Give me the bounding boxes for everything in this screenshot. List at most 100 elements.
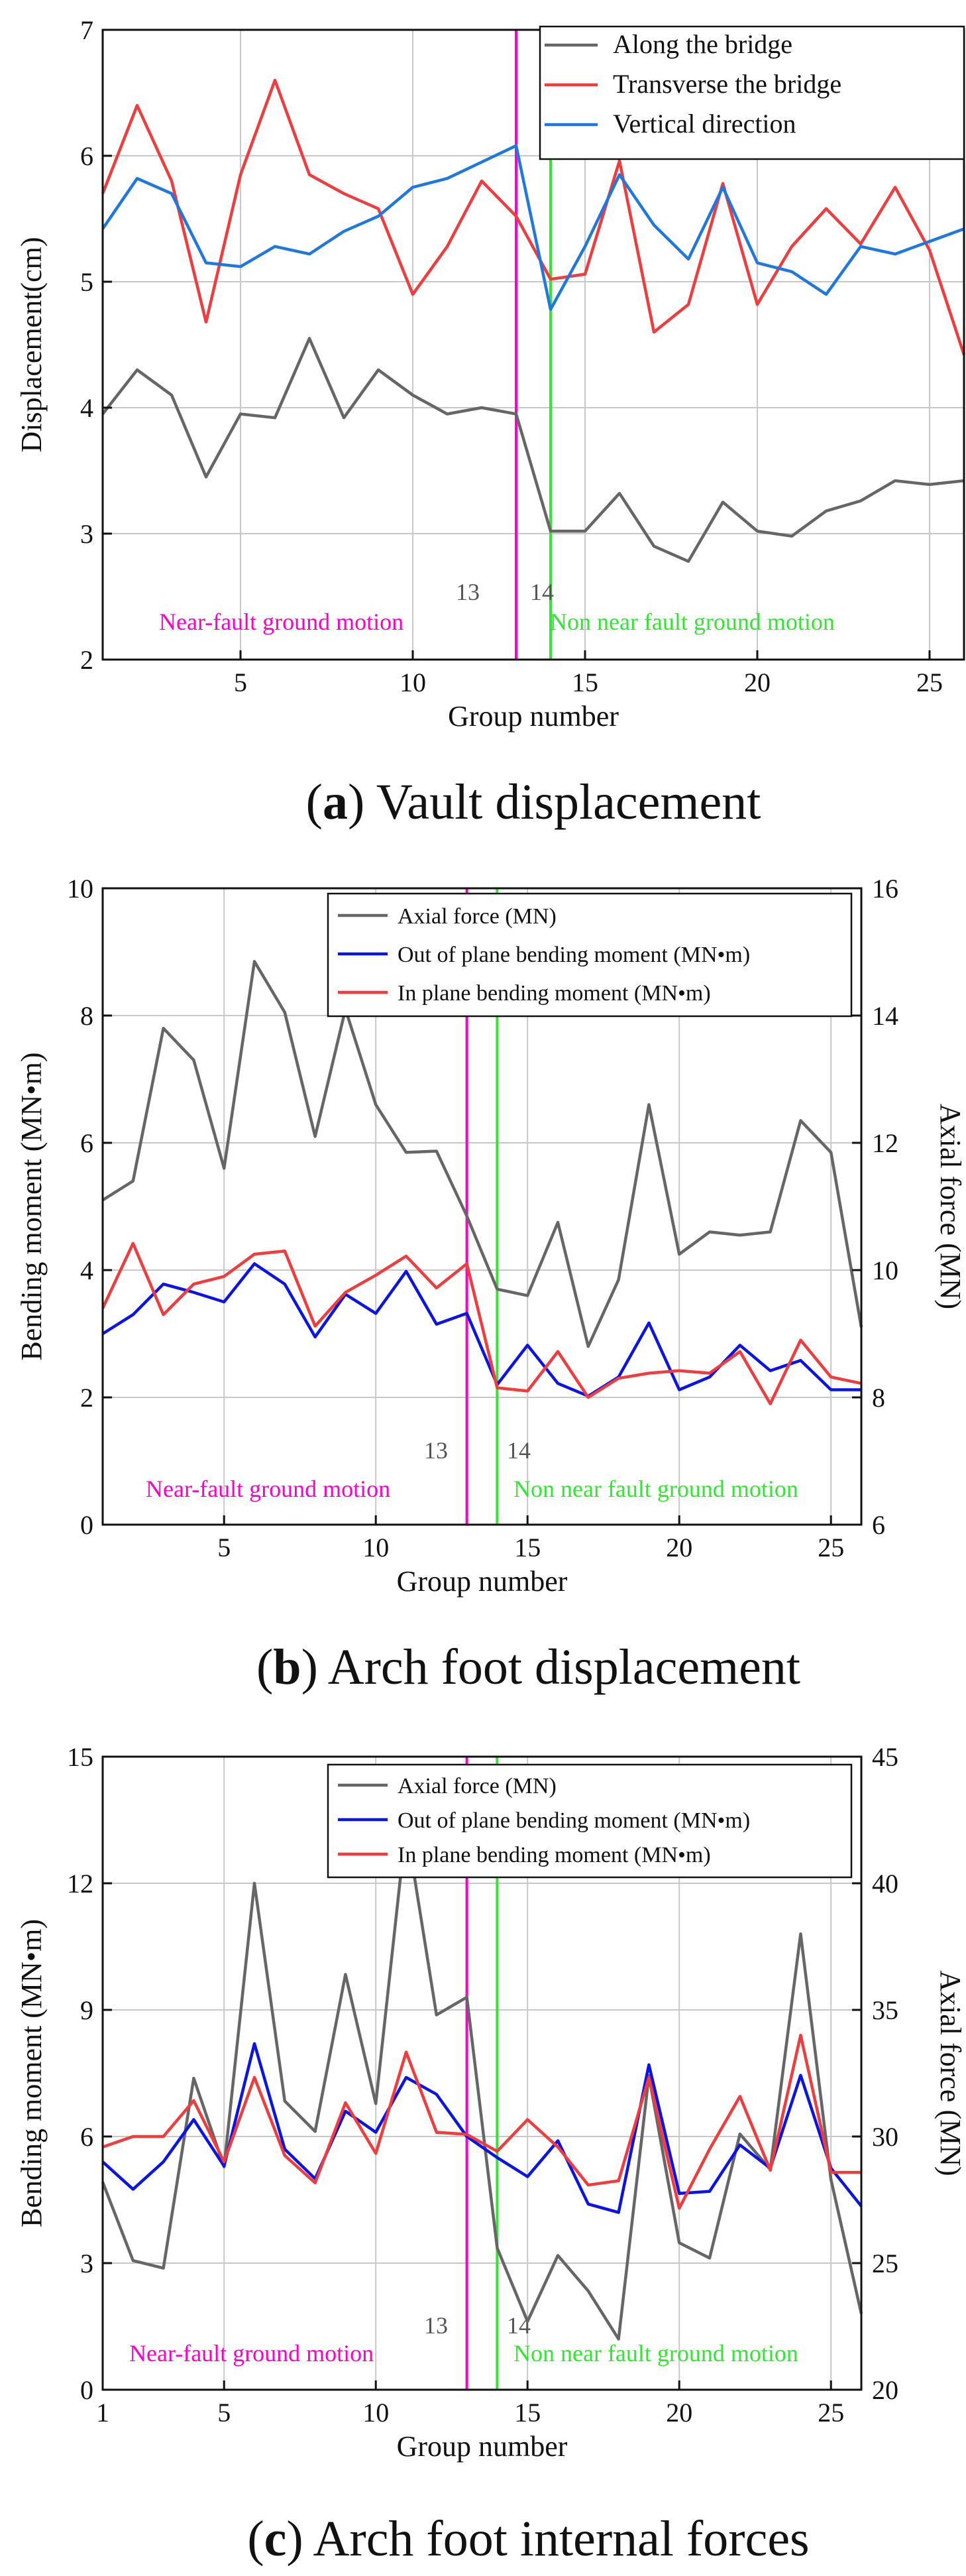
figure-caption: (c) Arch foot internal forces bbox=[247, 2511, 809, 2567]
y2-tick-label: 6 bbox=[872, 1510, 885, 1540]
x-tick-label: 5 bbox=[217, 1533, 231, 1562]
y2-tick-label: 14 bbox=[872, 1001, 898, 1031]
x-tick-label: 10 bbox=[400, 668, 426, 697]
region-annotation: Non near fault ground motion bbox=[513, 2340, 798, 2367]
region-annotation: Near-fault ground motion bbox=[146, 1476, 390, 1502]
y-tick-label: 6 bbox=[80, 1128, 93, 1158]
y-tick-label: 0 bbox=[80, 1510, 93, 1540]
region-annotation: Near-fault ground motion bbox=[129, 2340, 374, 2367]
x-tick-label: 20 bbox=[666, 2398, 692, 2428]
marker-label-13: 13 bbox=[456, 579, 480, 605]
x-tick-label: 15 bbox=[572, 668, 598, 697]
y-axis-label: Displacement(cm) bbox=[15, 237, 48, 453]
x-tick-label: 20 bbox=[666, 1533, 692, 1562]
marker-label-13: 13 bbox=[424, 1437, 448, 1464]
legend-label-2: Vertical direction bbox=[613, 109, 796, 139]
region-annotation: Non near fault ground motion bbox=[513, 1476, 798, 1502]
y-tick-label: 6 bbox=[80, 2122, 93, 2152]
y2-tick-label: 45 bbox=[872, 1742, 898, 1772]
legend-label-2: In plane bending moment (MN•m) bbox=[398, 981, 711, 1006]
caption-text: ) Arch foot displacement bbox=[301, 1639, 800, 1695]
x-tick-label: 10 bbox=[362, 2398, 389, 2428]
y2-tick-label: 30 bbox=[872, 2122, 898, 2152]
y-tick-label: 12 bbox=[67, 1869, 93, 1899]
y2-tick-label: 35 bbox=[872, 1995, 898, 2025]
x-axis-label: Group number bbox=[397, 2430, 568, 2463]
y-tick-label: 3 bbox=[80, 519, 93, 549]
y2-tick-label: 10 bbox=[872, 1256, 898, 1285]
y-tick-label: 15 bbox=[67, 1742, 93, 1772]
series-line-0 bbox=[101, 337, 965, 563]
caption-paren-open: ( bbox=[256, 1639, 273, 1695]
marker-label-14: 14 bbox=[530, 579, 554, 605]
x-tick-label: 25 bbox=[818, 2398, 844, 2428]
y-tick-label: 8 bbox=[80, 1001, 93, 1031]
legend-label-0: Axial force (MN) bbox=[398, 904, 557, 929]
series-line-0 bbox=[101, 960, 863, 1348]
chart-panel-b: 13 14 Near-fault ground motion Non near fau… bbox=[15, 874, 966, 1695]
legend-box bbox=[539, 25, 965, 160]
legend-label-0: Along the bridge bbox=[613, 29, 792, 59]
caption-letter: b bbox=[273, 1639, 301, 1695]
x-tick-label: 5 bbox=[234, 668, 247, 697]
y-tick-label: 7 bbox=[80, 15, 93, 45]
caption-text: ) Arch foot internal forces bbox=[286, 2511, 809, 2567]
series-line-1 bbox=[101, 1262, 861, 1398]
y-tick-label: 2 bbox=[80, 1383, 93, 1413]
x-tick-label: 5 bbox=[217, 2398, 231, 2428]
legend-label-0: Axial force (MN) bbox=[398, 1774, 557, 1798]
caption-paren-open: ( bbox=[247, 2511, 264, 2567]
y-tick-label: 6 bbox=[80, 141, 93, 171]
y2-tick-label: 20 bbox=[872, 2375, 898, 2405]
y-axis-label: Bending moment (MN•m) bbox=[15, 1052, 48, 1360]
region-annotation: Non near fault ground motion bbox=[550, 609, 835, 635]
series-line-0 bbox=[101, 1823, 863, 2341]
x-tick-label: 1 bbox=[96, 2398, 109, 2428]
caption-paren-open: ( bbox=[306, 774, 323, 830]
y2-tick-label: 25 bbox=[872, 2249, 898, 2278]
legend-label-1: Transverse the bridge bbox=[613, 69, 841, 99]
x-axis-label: Group number bbox=[397, 1565, 568, 1598]
caption-letter: c bbox=[264, 2511, 287, 2567]
marker-label-14: 14 bbox=[507, 1437, 531, 1464]
legend-label-2: In plane bending moment (MN•m) bbox=[398, 1843, 711, 1867]
x-tick-label: 15 bbox=[514, 2398, 541, 2428]
y2-tick-label: 16 bbox=[872, 874, 898, 904]
plot-frame bbox=[101, 887, 863, 1526]
caption-letter: a bbox=[323, 774, 348, 830]
figure-caption: (b) Arch foot displacement bbox=[256, 1639, 800, 1695]
chart-panel-a: 13 14 Near-fault ground motion Non near fau… bbox=[15, 15, 966, 830]
y-tick-label: 2 bbox=[80, 645, 93, 675]
y-tick-label: 9 bbox=[80, 1995, 93, 2025]
figure-caption: (a) Vault displacement bbox=[306, 774, 761, 830]
y2-tick-label: 12 bbox=[872, 1128, 898, 1158]
x-tick-label: 20 bbox=[744, 668, 771, 697]
region-annotation: Near-fault ground motion bbox=[159, 609, 403, 635]
legend-label-1: Out of plane bending moment (MN•m) bbox=[398, 1808, 750, 1833]
y-tick-label: 4 bbox=[80, 1256, 93, 1285]
marker-label-13: 13 bbox=[424, 2312, 448, 2339]
y-tick-label: 3 bbox=[80, 2249, 93, 2278]
legend-label-1: Out of plane bending moment (MN•m) bbox=[398, 943, 750, 967]
y-tick-label: 5 bbox=[80, 267, 93, 297]
y-tick-label: 4 bbox=[80, 393, 93, 423]
x-tick-label: 10 bbox=[362, 1533, 389, 1562]
series-line-1 bbox=[101, 78, 966, 355]
x-tick-label: 25 bbox=[916, 668, 943, 697]
plot-frame bbox=[101, 1755, 863, 2391]
y2-axis-label: Axial force (MN) bbox=[934, 1970, 966, 2176]
series-line-2 bbox=[101, 144, 965, 312]
caption-text: ) Vault displacement bbox=[348, 774, 761, 830]
series-line-2 bbox=[101, 1242, 862, 1405]
y2-tick-label: 40 bbox=[872, 1869, 898, 1899]
plot-frame bbox=[101, 29, 965, 661]
y2-tick-label: 8 bbox=[872, 1383, 885, 1413]
marker-label-14: 14 bbox=[507, 2312, 531, 2339]
y-tick-label: 10 bbox=[67, 874, 93, 904]
y-tick-label: 0 bbox=[80, 2375, 93, 2405]
y2-axis-label: Axial force (MN) bbox=[934, 1104, 966, 1309]
legend-box bbox=[327, 1763, 853, 1879]
x-tick-label: 25 bbox=[818, 1533, 844, 1562]
